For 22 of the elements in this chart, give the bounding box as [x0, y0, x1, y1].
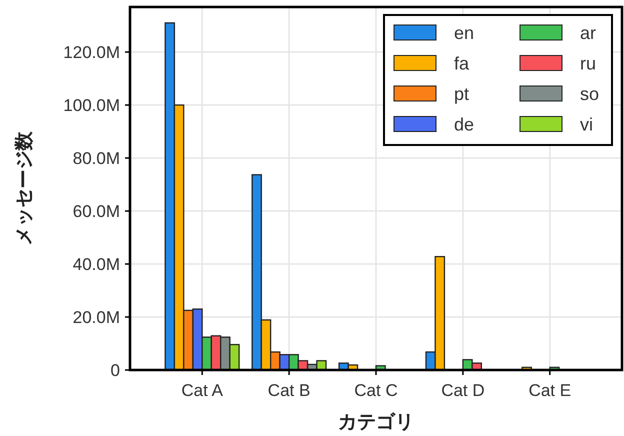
y-tick-label: 40.0M: [72, 255, 120, 274]
y-tick-label: 20.0M: [72, 308, 120, 328]
x-tick-label: Cat A: [181, 381, 224, 400]
x-tick-label: Cat E: [528, 381, 572, 400]
legend-label: ar: [580, 23, 596, 43]
y-tick-label: 60.0M: [72, 202, 120, 222]
legend-label: pt: [454, 84, 470, 104]
y-tick-label: 0: [110, 361, 120, 380]
x-axis-title: カテゴリ: [338, 412, 414, 433]
y-tick-label: 100.0M: [63, 96, 120, 116]
legend-label: de: [454, 114, 474, 134]
legend-label: fa: [454, 54, 470, 74]
x-tick-label: Cat B: [268, 381, 310, 400]
legend-label: ru: [580, 54, 596, 74]
y-tick-label: 120.0M: [63, 43, 120, 62]
legend-label: en: [454, 23, 474, 43]
x-tick-label: Cat D: [441, 381, 485, 400]
legend-label: vi: [580, 114, 593, 134]
y-tick-label: 80.0M: [72, 149, 120, 168]
y-axis-title: メッセージ数: [14, 130, 35, 246]
x-tick-label: Cat C: [354, 381, 398, 400]
legend-label: so: [580, 84, 600, 104]
